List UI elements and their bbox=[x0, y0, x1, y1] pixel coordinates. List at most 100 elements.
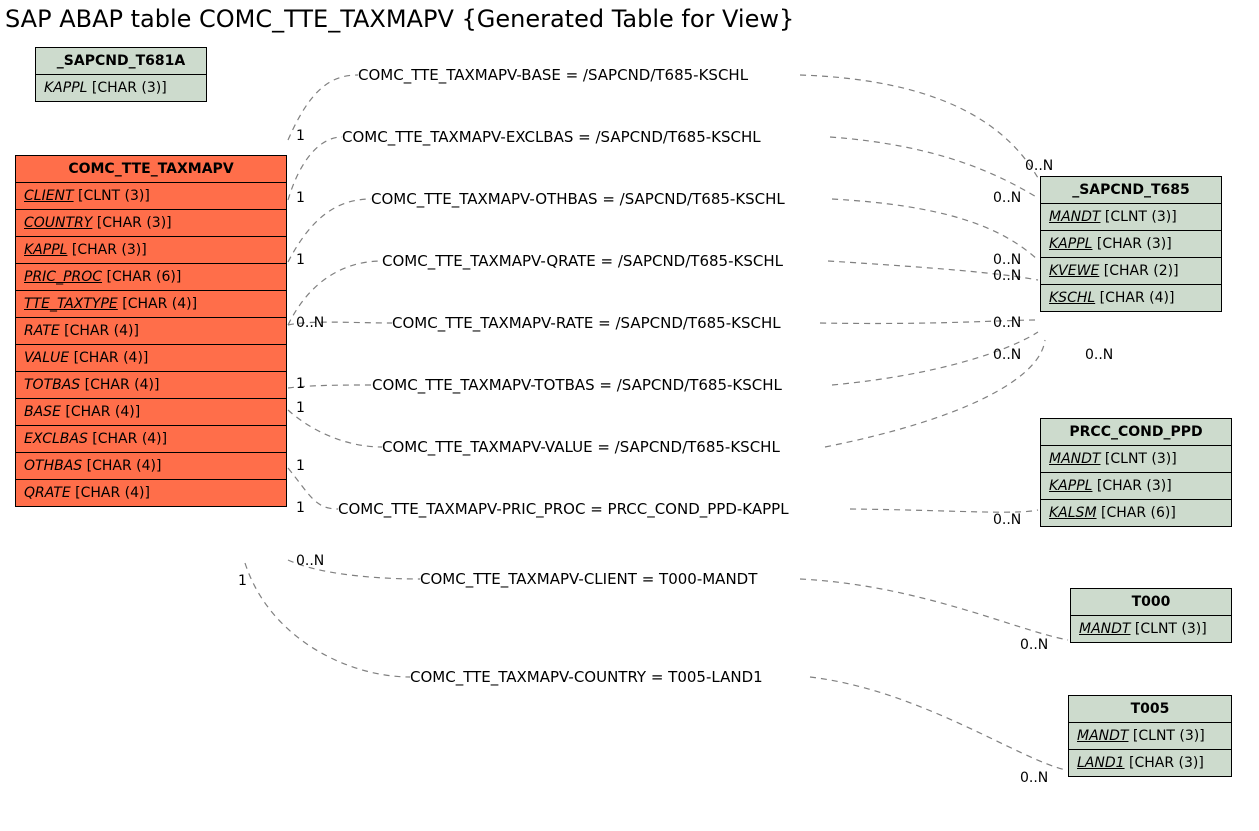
table-t000: T000 MANDT [CLNT (3)] bbox=[1070, 588, 1232, 643]
table-field: TOTBAS [CHAR (4)] bbox=[16, 372, 286, 399]
connection-line bbox=[245, 563, 410, 677]
relation-label: COMC_TTE_TAXMAPV-QRATE = /SAPCND/T685-KS… bbox=[382, 252, 783, 270]
cardinality-label: 0..N bbox=[993, 190, 1021, 206]
page-title: SAP ABAP table COMC_TTE_TAXMAPV {Generat… bbox=[5, 5, 794, 33]
table-field: MANDT [CLNT (3)] bbox=[1041, 446, 1231, 473]
table-header: _SAPCND_T681A bbox=[36, 48, 206, 75]
table-prcc: PRCC_COND_PPDMANDT [CLNT (3)]KAPPL [CHAR… bbox=[1040, 418, 1232, 527]
table-field: KVEWE [CHAR (2)] bbox=[1041, 258, 1221, 285]
field-name: PRIC_PROC bbox=[24, 269, 102, 285]
field-type: [CHAR (3)] bbox=[1129, 755, 1204, 771]
relation-label: COMC_TTE_TAXMAPV-OTHBAS = /SAPCND/T685-K… bbox=[371, 190, 785, 208]
field-type: [CLNT (3)] bbox=[1105, 209, 1177, 225]
table-field: BASE [CHAR (4)] bbox=[16, 399, 286, 426]
table-t005: T005MANDT [CLNT (3)]LAND1 [CHAR (3)] bbox=[1068, 695, 1232, 777]
table-t685: _SAPCND_T685MANDT [CLNT (3)]KAPPL [CHAR … bbox=[1040, 176, 1222, 312]
field-type: [CHAR (3)] bbox=[1097, 236, 1172, 252]
field-type: [CHAR (3)] bbox=[92, 80, 167, 96]
field-name: CLIENT bbox=[24, 188, 74, 204]
field-name: BASE bbox=[24, 404, 61, 420]
connection-line bbox=[800, 75, 1038, 178]
table-field: CLIENT [CLNT (3)] bbox=[16, 183, 286, 210]
cardinality-label: 0..N bbox=[993, 268, 1021, 284]
field-name: KAPPL bbox=[1049, 236, 1092, 252]
table-field: LAND1 [CHAR (3)] bbox=[1069, 750, 1231, 776]
cardinality-label: 0..N bbox=[1020, 770, 1048, 786]
field-name: MANDT bbox=[1049, 451, 1100, 467]
field-name: VALUE bbox=[24, 350, 69, 366]
relation-label: COMC_TTE_TAXMAPV-VALUE = /SAPCND/T685-KS… bbox=[382, 438, 780, 456]
field-type: [CHAR (3)] bbox=[1097, 478, 1172, 494]
table-field: KAPPL [CHAR (3)] bbox=[1041, 473, 1231, 500]
field-type: [CHAR (4)] bbox=[85, 377, 160, 393]
field-type: [CHAR (6)] bbox=[107, 269, 182, 285]
field-name: KAPPL bbox=[24, 242, 67, 258]
cardinality-label: 0..N bbox=[993, 252, 1021, 268]
field-type: [CLNT (3)] bbox=[78, 188, 150, 204]
field-type: [CLNT (3)] bbox=[1135, 621, 1207, 637]
relation-label: COMC_TTE_TAXMAPV-CLIENT = T000-MANDT bbox=[420, 570, 757, 588]
table-field: KAPPL [CHAR (3)] bbox=[16, 237, 286, 264]
field-type: [CHAR (4)] bbox=[92, 431, 167, 447]
table-field: PRIC_PROC [CHAR (6)] bbox=[16, 264, 286, 291]
table-field: KSCHL [CHAR (4)] bbox=[1041, 285, 1221, 311]
connection-line bbox=[830, 137, 1038, 198]
field-name: OTHBAS bbox=[24, 458, 82, 474]
field-type: [CHAR (4)] bbox=[122, 296, 197, 312]
cardinality-label: 1 bbox=[296, 190, 305, 206]
table-field: KAPPL [CHAR (3)] bbox=[1041, 231, 1221, 258]
table-field: QRATE [CHAR (4)] bbox=[16, 480, 286, 506]
field-name: TOTBAS bbox=[24, 377, 80, 393]
cardinality-label: 0..N bbox=[296, 315, 324, 331]
table-field: MANDT [CLNT (3)] bbox=[1069, 723, 1231, 750]
cardinality-label: 1 bbox=[296, 376, 305, 392]
field-type: [CHAR (3)] bbox=[97, 215, 172, 231]
field-type: [CHAR (6)] bbox=[1101, 505, 1176, 521]
table-field: COUNTRY [CHAR (3)] bbox=[16, 210, 286, 237]
table-header: T000 bbox=[1071, 589, 1231, 616]
relation-label: COMC_TTE_TAXMAPV-TOTBAS = /SAPCND/T685-K… bbox=[372, 376, 782, 394]
field-name: KALSM bbox=[1049, 505, 1097, 521]
field-name: COUNTRY bbox=[24, 215, 92, 231]
table-header: PRCC_COND_PPD bbox=[1041, 419, 1231, 446]
table-header: T005 bbox=[1069, 696, 1231, 723]
table-field: EXCLBAS [CHAR (4)] bbox=[16, 426, 286, 453]
field-name: TTE_TAXTYPE bbox=[24, 296, 118, 312]
cardinality-label: 1 bbox=[296, 252, 305, 268]
connection-line bbox=[800, 579, 1068, 640]
field-type: [CHAR (4)] bbox=[65, 404, 140, 420]
field-type: [CHAR (3)] bbox=[72, 242, 147, 258]
cardinality-label: 0..N bbox=[1025, 158, 1053, 174]
field-name: KVEWE bbox=[1049, 263, 1099, 279]
table-field: TTE_TAXTYPE [CHAR (4)] bbox=[16, 291, 286, 318]
field-type: [CLNT (3)] bbox=[1133, 728, 1205, 744]
field-name: KAPPL bbox=[44, 80, 87, 96]
field-name: RATE bbox=[24, 323, 60, 339]
table-header: COMC_TTE_TAXMAPV bbox=[16, 156, 286, 183]
cardinality-label: 0..N bbox=[993, 512, 1021, 528]
field-type: [CHAR (4)] bbox=[75, 485, 150, 501]
cardinality-label: 0..N bbox=[1020, 637, 1048, 653]
cardinality-label: 1 bbox=[238, 573, 247, 589]
table-field: KALSM [CHAR (6)] bbox=[1041, 500, 1231, 526]
relation-label: COMC_TTE_TAXMAPV-COUNTRY = T005-LAND1 bbox=[410, 668, 763, 686]
table-field: VALUE [CHAR (4)] bbox=[16, 345, 286, 372]
cardinality-label: 1 bbox=[296, 500, 305, 516]
field-name: LAND1 bbox=[1077, 755, 1125, 771]
table-main: COMC_TTE_TAXMAPVCLIENT [CLNT (3)]COUNTRY… bbox=[15, 155, 287, 507]
field-name: QRATE bbox=[24, 485, 71, 501]
cardinality-label: 1 bbox=[296, 128, 305, 144]
field-type: [CHAR (2)] bbox=[1104, 263, 1179, 279]
table-header: _SAPCND_T685 bbox=[1041, 177, 1221, 204]
field-name: MANDT bbox=[1077, 728, 1128, 744]
relation-label: COMC_TTE_TAXMAPV-EXCLBAS = /SAPCND/T685-… bbox=[342, 128, 761, 146]
field-type: [CHAR (4)] bbox=[64, 323, 139, 339]
table-t681a: _SAPCND_T681A KAPPL [CHAR (3)] bbox=[35, 47, 207, 102]
table-field: OTHBAS [CHAR (4)] bbox=[16, 453, 286, 480]
field-name: KAPPL bbox=[1049, 478, 1092, 494]
field-type: [CHAR (4)] bbox=[87, 458, 162, 474]
field-name: EXCLBAS bbox=[24, 431, 88, 447]
connection-line bbox=[832, 199, 1038, 260]
relation-label: COMC_TTE_TAXMAPV-RATE = /SAPCND/T685-KSC… bbox=[392, 314, 781, 332]
field-name: MANDT bbox=[1079, 621, 1130, 637]
